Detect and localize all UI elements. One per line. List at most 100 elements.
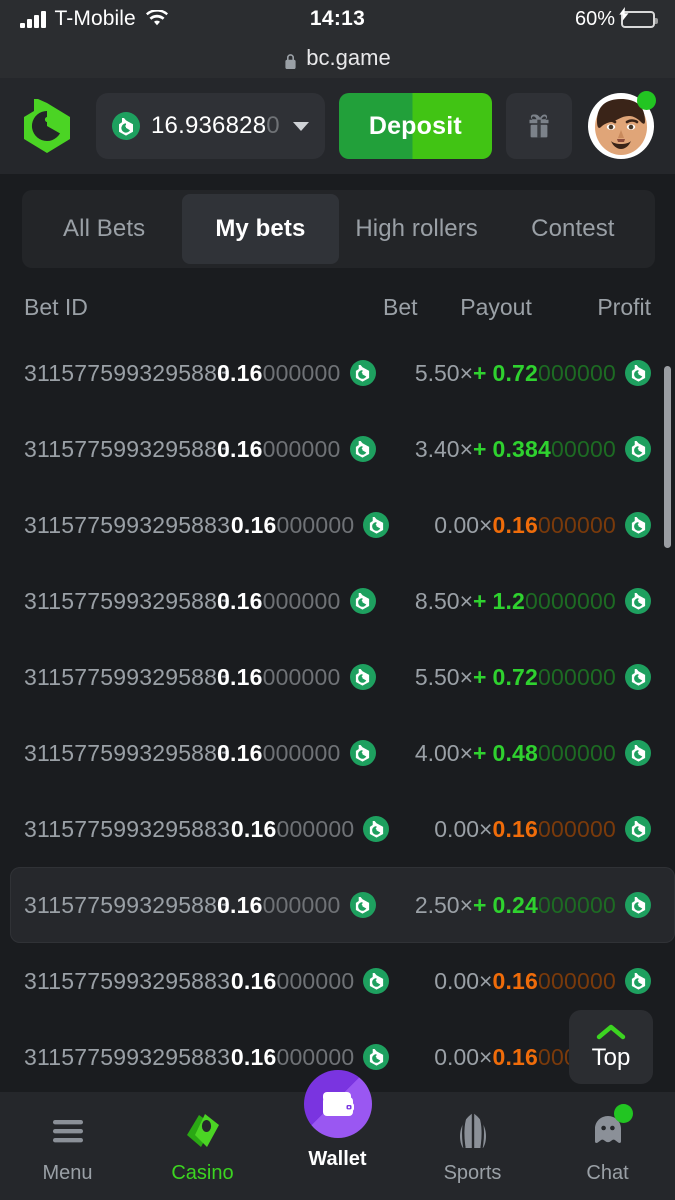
bet-amount-value: 0.16000000 bbox=[230, 511, 355, 538]
bcd-coin-icon bbox=[363, 968, 390, 994]
tab-my-bets[interactable]: My bets bbox=[182, 194, 339, 264]
balance-selector[interactable]: 16.9368280 bbox=[96, 93, 325, 159]
basketball-icon bbox=[455, 1110, 491, 1152]
status-bar: T-Mobile 14:13 60% bbox=[0, 0, 675, 38]
bcd-coin-icon bbox=[349, 436, 376, 462]
cell-profit: 0.16000000 bbox=[492, 968, 651, 995]
cell-bet-amount: 0.16000000 bbox=[231, 1044, 404, 1071]
vertical-scrollbar[interactable] bbox=[664, 366, 671, 548]
cell-bet-id: 3115775993295883 bbox=[24, 663, 231, 690]
cell-payout: 3.40× bbox=[414, 435, 474, 462]
bcd-coin-icon bbox=[349, 588, 376, 614]
cell-bet-amount: 0.16000000 bbox=[217, 436, 390, 463]
nav-item-chat[interactable]: Chat bbox=[540, 1092, 675, 1185]
nav-label-chat: Chat bbox=[586, 1162, 629, 1184]
bets-table-body: 3115775993295883 0.16000000 5.50× +0.720000… bbox=[10, 335, 675, 1092]
cell-payout: 4.00× bbox=[414, 739, 474, 766]
cell-payout: 0.00× bbox=[434, 511, 493, 538]
bottom-navigation: Menu Casino Wa bbox=[0, 1070, 675, 1200]
cell-bet-amount: 0.16000000 bbox=[217, 588, 390, 615]
table-row[interactable]: 3115775993295883 0.16000000 8.50× +1.200000… bbox=[10, 563, 675, 639]
nav-label-sports: Sports bbox=[443, 1162, 502, 1184]
table-row[interactable]: 3115775993295883 0.16000000 5.50× +0.720000… bbox=[10, 335, 675, 411]
cell-bet-id: 3115775993295883 bbox=[24, 815, 231, 842]
profit-value: 0.72000000 bbox=[492, 663, 616, 690]
nav-item-casino[interactable]: Casino bbox=[135, 1092, 270, 1185]
cell-payout: 5.50× bbox=[414, 359, 474, 386]
profit-sign: + bbox=[473, 663, 487, 690]
cell-bet-id: 3115775993295883 bbox=[24, 967, 231, 994]
cell-profit: +0.48000000 bbox=[473, 740, 651, 767]
scroll-to-top-label: Top bbox=[591, 1043, 631, 1071]
scroll-to-top-button[interactable]: Top bbox=[569, 1010, 653, 1084]
chat-ghost-icon bbox=[591, 1110, 625, 1152]
bcd-coin-icon bbox=[625, 588, 651, 614]
cell-bet-id: 3115775993295883 bbox=[24, 511, 231, 538]
battery-percent-label: 60% bbox=[574, 7, 615, 30]
nav-item-menu[interactable]: Menu bbox=[0, 1092, 135, 1185]
table-column-headers: Bet ID Bet Payout Profit bbox=[10, 268, 675, 335]
bet-amount-value: 0.16000000 bbox=[230, 967, 355, 994]
column-header-bet: Bet bbox=[383, 294, 418, 320]
cell-bet-id: 3115775993295883 bbox=[24, 359, 231, 386]
column-header-profit: Profit bbox=[597, 294, 651, 320]
battery-charging-icon bbox=[619, 7, 658, 28]
cell-profit: 0.16000000 bbox=[492, 816, 651, 843]
cell-bet-id: 3115775993295883 bbox=[24, 1043, 231, 1070]
chevron-down-icon[interactable] bbox=[292, 121, 309, 131]
table-row[interactable]: 3115775993295883 0.16000000 4.00× +0.480000… bbox=[10, 715, 675, 791]
bcd-coin-icon bbox=[625, 892, 651, 918]
bet-amount-value: 0.16000000 bbox=[217, 663, 341, 690]
bcd-coin-icon bbox=[112, 112, 140, 140]
profit-value: 0.16000000 bbox=[492, 815, 616, 842]
cell-payout: 0.00× bbox=[434, 1043, 493, 1070]
bets-tab-bar: All Bets My bets High rollers Contest bbox=[22, 190, 655, 268]
bet-amount-value: 0.16000000 bbox=[217, 435, 341, 462]
column-header-payout: Payout bbox=[460, 294, 532, 320]
gift-icon[interactable] bbox=[505, 93, 572, 159]
user-avatar-image bbox=[587, 93, 654, 159]
bet-amount-value: 0.16000000 bbox=[217, 587, 341, 614]
bcd-coin-icon bbox=[625, 360, 651, 386]
cell-bet-amount: 0.16000000 bbox=[217, 360, 390, 387]
avatar[interactable] bbox=[587, 91, 656, 159]
bet-amount-value: 0.16000000 bbox=[230, 1043, 355, 1070]
profit-value: 0.38400000 bbox=[492, 435, 616, 462]
browser-url-bar[interactable]: bc.game bbox=[0, 38, 675, 78]
tab-contest[interactable]: Contest bbox=[531, 215, 615, 242]
cell-bet-amount: 0.16000000 bbox=[231, 512, 404, 539]
bcgame-logo-icon[interactable] bbox=[20, 97, 74, 155]
main-content: All Bets My bets High rollers Contest Be… bbox=[10, 174, 675, 1092]
profit-value: 0.48000000 bbox=[492, 739, 616, 766]
deposit-button[interactable]: Deposit bbox=[338, 93, 492, 159]
status-bar-left: T-Mobile bbox=[20, 7, 230, 31]
bcd-coin-icon bbox=[349, 664, 376, 690]
table-row[interactable]: 3115775993295883 0.16000000 3.40× +0.384000… bbox=[10, 411, 675, 487]
bcd-coin-icon bbox=[625, 968, 651, 994]
nav-item-sports[interactable]: Sports bbox=[405, 1092, 540, 1185]
url-domain-label: bc.game bbox=[306, 45, 391, 70]
profit-sign: + bbox=[473, 359, 487, 386]
wallet-icon bbox=[303, 1070, 372, 1138]
tab-all-bets[interactable]: All Bets bbox=[63, 215, 146, 242]
bcd-coin-icon bbox=[349, 360, 376, 386]
cell-profit: +0.72000000 bbox=[473, 664, 651, 691]
bet-amount-value: 0.16000000 bbox=[217, 359, 341, 386]
profit-sign: + bbox=[473, 891, 487, 918]
cell-bet-id: 3115775993295883 bbox=[24, 739, 231, 766]
table-row[interactable]: 3115775993295883 0.16000000 2.50× +0.240000… bbox=[10, 867, 675, 943]
cell-bet-id: 3115775993295883 bbox=[24, 435, 231, 462]
bet-amount-value: 0.16000000 bbox=[217, 739, 341, 766]
cell-payout: 0.00× bbox=[434, 815, 493, 842]
status-bar-center: 14:13 bbox=[230, 7, 446, 31]
profit-sign: + bbox=[473, 587, 487, 614]
cell-bet-amount: 0.16000000 bbox=[231, 968, 404, 995]
nav-item-wallet[interactable]: Wallet bbox=[270, 1070, 405, 1171]
bcd-coin-icon bbox=[363, 1044, 390, 1070]
tab-high-rollers[interactable]: High rollers bbox=[355, 215, 478, 242]
profit-sign: + bbox=[473, 435, 487, 462]
table-row[interactable]: 3115775993295883 0.16000000 5.50× +0.720000… bbox=[10, 639, 675, 715]
